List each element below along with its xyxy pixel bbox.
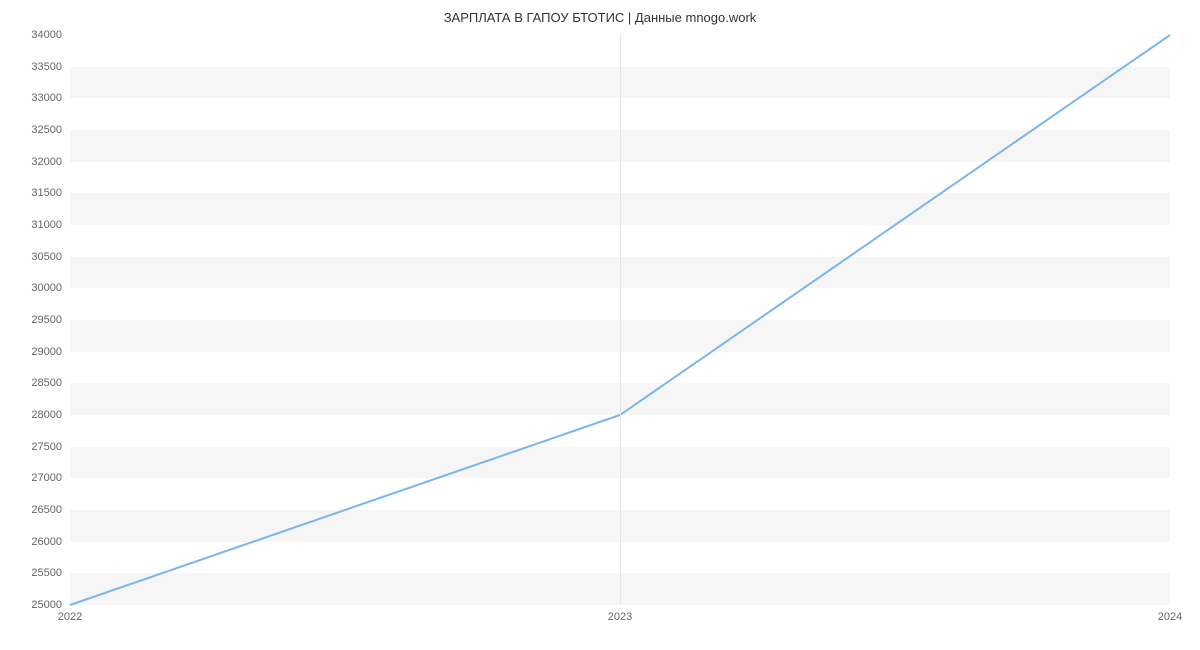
- y-tick-label: 27500: [31, 441, 62, 453]
- y-tick-label: 26000: [31, 536, 62, 548]
- y-tick-label: 29000: [31, 346, 62, 358]
- chart-title: ЗАРПЛАТА В ГАПОУ БТОТИС | Данные mnogo.w…: [0, 0, 1200, 25]
- y-tick-label: 26500: [31, 504, 62, 516]
- y-tick-label: 25000: [31, 599, 62, 611]
- y-tick-label: 29500: [31, 314, 62, 326]
- x-tick-label: 2023: [608, 611, 632, 623]
- x-gridline: [620, 35, 621, 605]
- x-tick-label: 2022: [58, 611, 82, 623]
- y-tick-label: 30000: [31, 282, 62, 294]
- y-tick-label: 28500: [31, 377, 62, 389]
- y-tick-label: 33000: [31, 92, 62, 104]
- y-tick-label: 34000: [31, 29, 62, 41]
- y-tick-label: 31500: [31, 187, 62, 199]
- y-tick-label: 30500: [31, 251, 62, 263]
- x-tick-label: 2024: [1158, 611, 1182, 623]
- y-tick-label: 27000: [31, 472, 62, 484]
- y-tick-label: 32500: [31, 124, 62, 136]
- chart-container: 2500025500260002650027000275002800028500…: [70, 35, 1170, 605]
- y-tick-label: 28000: [31, 409, 62, 421]
- y-tick-label: 31000: [31, 219, 62, 231]
- y-tick-label: 33500: [31, 61, 62, 73]
- y-tick-label: 32000: [31, 156, 62, 168]
- y-tick-label: 25500: [31, 567, 62, 579]
- plot-area: 2500025500260002650027000275002800028500…: [70, 35, 1170, 605]
